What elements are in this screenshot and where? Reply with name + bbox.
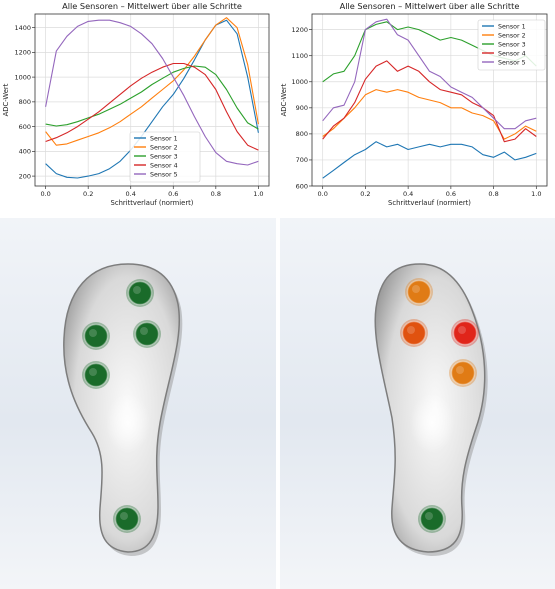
legend-label: Sensor 5 (498, 59, 526, 66)
x-tick-label: 0.6 (168, 190, 178, 198)
series-line-5 (322, 18, 537, 130)
y-axis-label: ADC-Wert (280, 83, 288, 116)
series-line-4 (45, 62, 259, 151)
sensor-hallux (127, 280, 153, 306)
sensor-lateral-forefoot-shine (140, 327, 148, 335)
sensor-heel-shine (425, 512, 433, 520)
sensor-medial-forefoot-shine (407, 326, 415, 334)
chart-svg: Alle Sensoren – Mittelwert über alle Sch… (280, 1, 548, 207)
legend-label: Sensor 1 (150, 135, 178, 142)
x-tick-label: 0.2 (83, 190, 93, 198)
y-tick-label: 1000 (291, 78, 308, 86)
axes-frame (311, 13, 548, 187)
y-tick-label: 1200 (291, 26, 308, 34)
x-tick-label: 0.4 (126, 190, 136, 198)
series-line-4 (322, 60, 537, 143)
x-tick-label: 0.4 (403, 190, 413, 198)
x-tick-label: 0.2 (360, 190, 370, 198)
legend-label: Sensor 5 (150, 171, 178, 178)
legend-label: Sensor 4 (498, 50, 526, 57)
chart-right: Alle Sensoren – Mittelwert über alle Sch… (278, 0, 555, 215)
x-tick-label: 0.0 (40, 190, 50, 198)
y-tick-label: 400 (19, 148, 31, 156)
legend-label: Sensor 3 (150, 153, 178, 160)
sensor-medial-forefoot (83, 323, 109, 349)
legend-label: Sensor 3 (498, 41, 526, 48)
arch-highlight (106, 393, 150, 453)
sensor-lateral-forefoot (134, 321, 160, 347)
sensor-heel (114, 506, 140, 532)
series-line-1 (322, 141, 537, 179)
y-tick-label: 600 (296, 182, 308, 190)
sensor-hallux-shine (133, 286, 141, 294)
y-tick-label: 800 (19, 98, 31, 106)
y-tick-label: 1000 (14, 73, 31, 81)
series-line-5 (45, 19, 259, 166)
sensor-heel (419, 506, 445, 532)
x-axis-label: Schrittverlauf (normiert) (111, 199, 194, 207)
sensor-hallux (406, 279, 432, 305)
y-tick-label: 600 (19, 123, 31, 131)
sensor-midfoot (450, 360, 476, 386)
sensor-lateral-forefoot (452, 320, 478, 346)
y-tick-label: 1200 (14, 49, 31, 57)
y-tick-label: 900 (296, 104, 308, 112)
x-tick-label: 0.6 (446, 190, 456, 198)
x-tick-label: 1.0 (253, 190, 263, 198)
legend-label: Sensor 1 (498, 23, 526, 30)
y-tick-label: 800 (296, 130, 308, 138)
x-axis-label: Schrittverlauf (normiert) (388, 199, 471, 207)
y-axis-label: ADC-Wert (2, 83, 10, 116)
legend-box (477, 19, 546, 71)
series-line-1 (45, 19, 259, 179)
series-line-2 (322, 89, 537, 140)
chart-title: Alle Sensoren – Mittelwert über alle Sch… (62, 1, 242, 11)
legend-label: Sensor 2 (498, 32, 526, 39)
legend-label: Sensor 2 (150, 144, 178, 151)
y-tick-label: 1400 (14, 24, 31, 32)
y-tick-label: 200 (19, 172, 31, 180)
sensor-heel-shine (120, 512, 128, 520)
sensor-medial-forefoot (401, 320, 427, 346)
legend-box (129, 131, 201, 183)
insole-svg-left (0, 218, 276, 589)
sensor-medial-forefoot-shine (89, 329, 97, 337)
y-tick-label: 700 (296, 156, 308, 164)
sensor-hallux-shine (412, 285, 420, 293)
series-line-3 (45, 65, 259, 130)
chart-svg: Alle Sensoren – Mittelwert über alle Sch… (2, 1, 270, 207)
x-tick-label: 0.8 (488, 190, 498, 198)
chart-title: Alle Sensoren – Mittelwert über alle Sch… (340, 1, 520, 11)
sensor-lateral-forefoot-shine (458, 326, 466, 334)
chart-left: Alle Sensoren – Mittelwert über alle Sch… (0, 0, 278, 215)
insole-svg-right (280, 218, 555, 589)
sensor-midfoot-shine (456, 366, 464, 374)
sensor-midfoot-shine (89, 368, 97, 376)
x-tick-label: 0.0 (318, 190, 328, 198)
series-line-2 (45, 17, 259, 146)
y-tick-label: 1100 (291, 52, 308, 60)
axes-frame (34, 13, 270, 187)
x-tick-label: 0.8 (211, 190, 221, 198)
insole-panel-right (280, 218, 555, 589)
x-tick-label: 1.0 (531, 190, 541, 198)
arch-highlight (410, 393, 454, 453)
insole-panel-left (0, 218, 276, 589)
sensor-midfoot (83, 362, 109, 388)
legend-label: Sensor 4 (150, 162, 178, 169)
